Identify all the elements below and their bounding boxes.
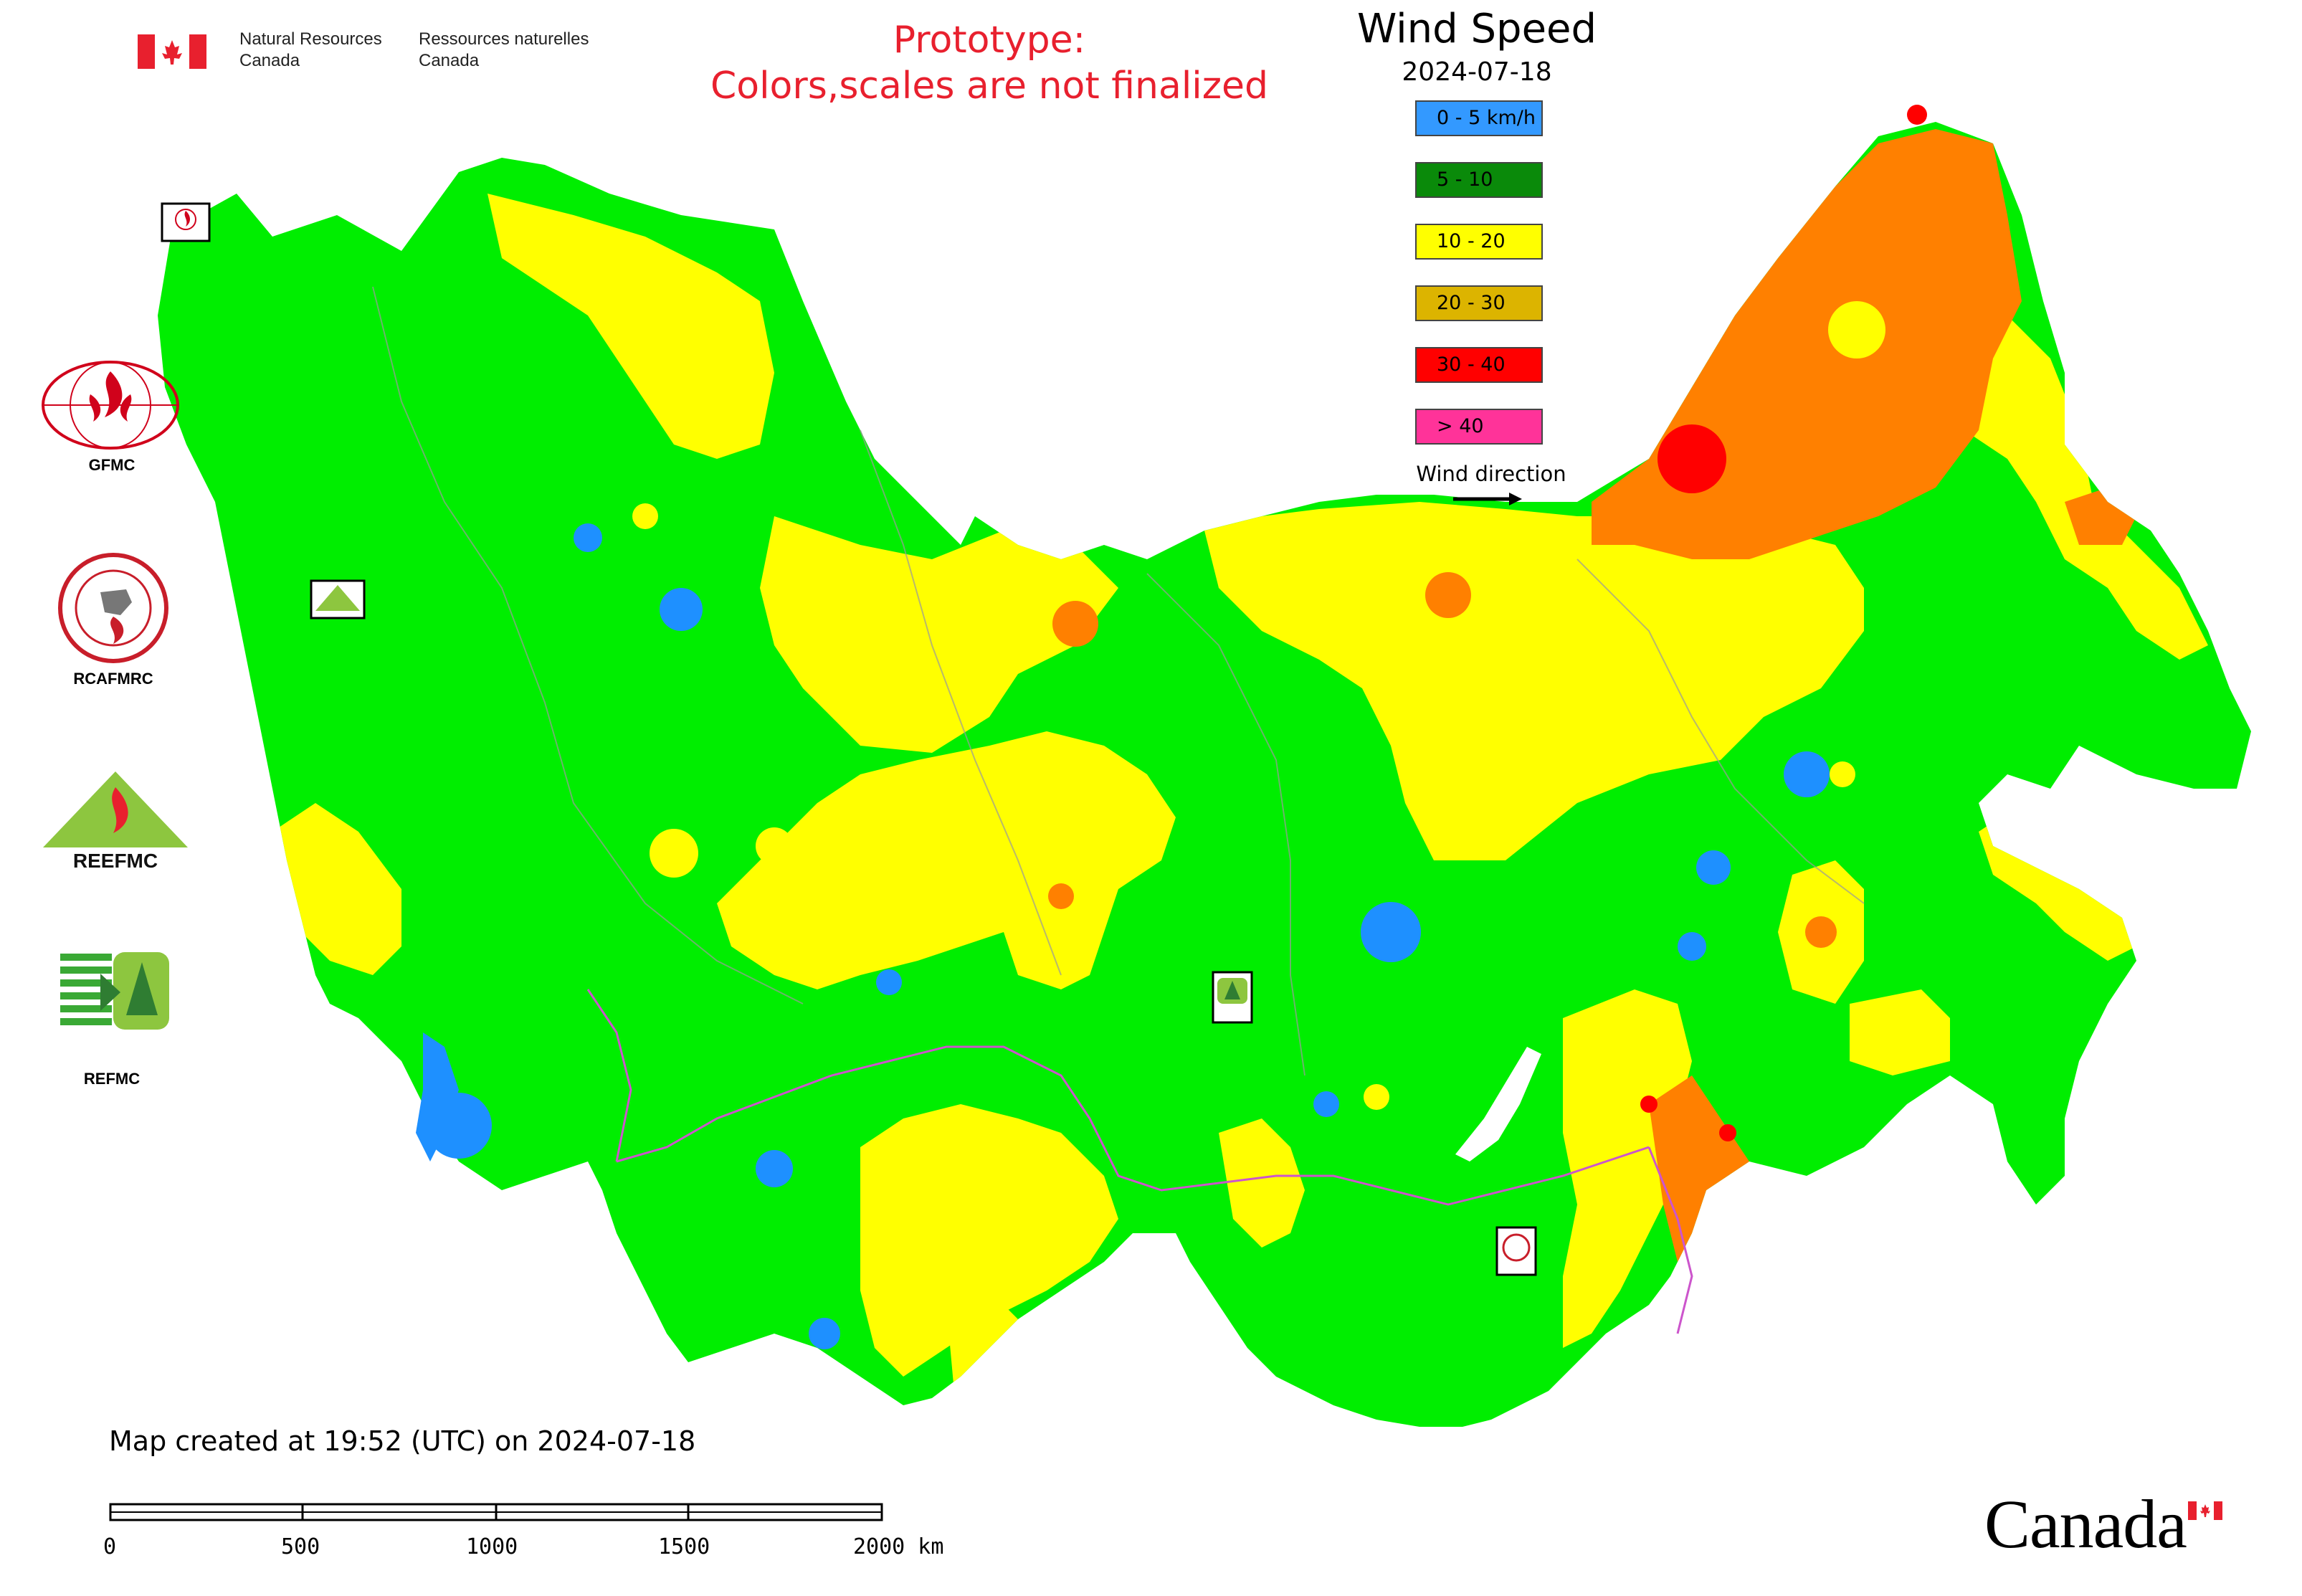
refmc-logo-icon — [57, 948, 172, 1037]
gfmc-small-logo-icon — [161, 202, 211, 242]
legend-class-30-40: 30 - 40 — [1415, 347, 1543, 383]
legend-label: 30 - 40 — [1437, 353, 1506, 376]
canada-wordmark-flag-icon — [2188, 1501, 2222, 1520]
scale-tick-1500: 1500 — [658, 1534, 710, 1559]
reefmc-logo-icon: REEFMC — [39, 771, 192, 872]
legend-label: 5 - 10 — [1437, 168, 1493, 191]
dept-en-line2: Canada — [239, 51, 300, 70]
legend-label: 0 - 5 km/h — [1437, 107, 1536, 129]
map-created-text: Map created at 19:52 (UTC) on 2024-07-18 — [109, 1425, 696, 1457]
prototype-notice: Prototype: Colors,scales are not finaliz… — [631, 17, 1348, 109]
rcafmrc-logo-icon — [58, 553, 168, 663]
legend-class-10-20: 10 - 20 — [1415, 224, 1543, 260]
legend-class-0-5: 0 - 5 km/h — [1415, 100, 1543, 136]
dept-en-line1: Natural Resources — [239, 29, 382, 49]
wind-direction-arrow-icon — [1453, 493, 1522, 505]
legend-class-20-30: 20 - 30 — [1415, 285, 1543, 321]
reefmc-map-marker-icon — [310, 579, 366, 619]
legend-title: Wind Speed — [1356, 6, 1597, 52]
refmc-label: REFMC — [83, 1070, 141, 1088]
dept-name-en: Natural Resources Canada — [239, 29, 382, 72]
canada-wordmark: Canada — [1984, 1486, 2187, 1562]
scale-tick-0: 0 — [103, 1534, 117, 1559]
legend-label: > 40 — [1437, 415, 1484, 437]
dept-fr-line2: Canada — [419, 51, 480, 70]
legend-class-over-40: > 40 — [1415, 409, 1543, 445]
prototype-line1: Prototype: — [893, 19, 1086, 62]
dept-name-fr: Ressources naturelles Canada — [419, 29, 589, 72]
reefmc-logo-text: REEFMC — [73, 850, 158, 872]
legend-label: 10 - 20 — [1437, 230, 1506, 252]
dept-fr-line1: Ressources naturelles — [419, 29, 589, 49]
prototype-line2: Colors,scales are not finalized — [710, 65, 1269, 108]
scale-tick-500: 500 — [281, 1534, 320, 1559]
scale-bar — [109, 1503, 883, 1521]
scale-tick-1000: 1000 — [466, 1534, 518, 1559]
wind-direction-label: Wind direction — [1416, 462, 1566, 486]
refmc-map-marker-icon — [1212, 971, 1253, 1024]
scale-tick-2000: 2000 km — [853, 1534, 944, 1559]
legend-label: 20 - 30 — [1437, 292, 1506, 314]
rcafmrc-map-marker-icon — [1495, 1226, 1537, 1276]
rcafmrc-label: RCAFMRC — [73, 670, 153, 688]
canada-flag-icon — [138, 34, 206, 69]
legend-date: 2024-07-18 — [1402, 57, 1552, 87]
legend-class-5-10: 5 - 10 — [1415, 162, 1543, 198]
gfmc-label: GFMC — [88, 456, 135, 474]
gfmc-logo-icon — [42, 361, 179, 450]
